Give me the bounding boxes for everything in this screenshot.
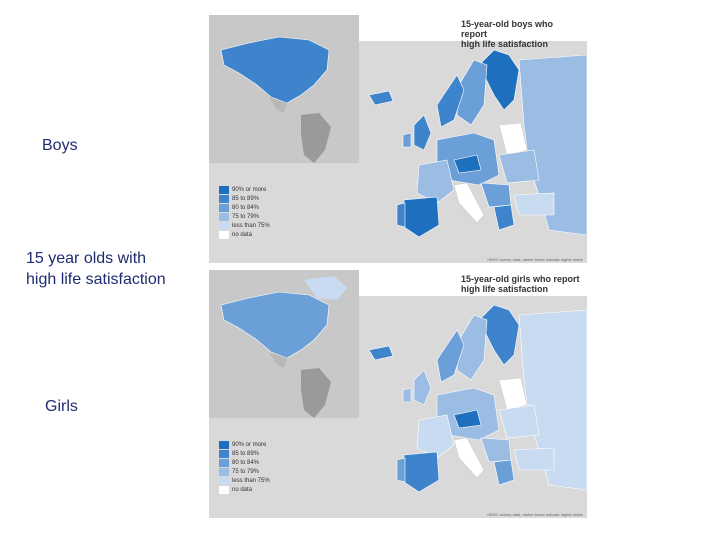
legend-row: 85 to 89% <box>219 449 270 458</box>
title-box <box>359 270 587 296</box>
norway-region <box>436 329 465 383</box>
girls-map-footnote: HBSC survey data, darker tones indicate … <box>487 512 583 517</box>
legend-row: less than 75% <box>219 221 270 230</box>
iceland-region <box>368 345 394 361</box>
boys-map-title-line1: 15-year-old boys who report <box>461 19 554 39</box>
boys-legend: 90% or more 85 to 89% 80 to 84% 75 to 79… <box>219 185 270 239</box>
boys-label: Boys <box>42 137 78 154</box>
legend-label: 85 to 89% <box>232 195 260 202</box>
mexico-region <box>269 352 287 368</box>
france-region <box>416 159 455 204</box>
spain-region <box>403 451 440 493</box>
legend-label: less than 75% <box>232 222 270 229</box>
turkey-region <box>513 192 555 216</box>
girls-label: Girls <box>45 398 78 415</box>
legend-swatch <box>219 485 229 494</box>
france-region <box>416 414 455 459</box>
boys-map-title: 15-year-old boys who report high life sa… <box>461 19 581 49</box>
portugal-region <box>396 457 406 483</box>
legend-swatch <box>219 476 229 485</box>
girls-map-title-line2: high life satisfaction <box>461 284 549 294</box>
legend-row: 75 to 79% <box>219 212 270 221</box>
slide-title-line1: 15 year olds with <box>26 250 147 267</box>
girls-map-title: 15-year-old girls who report high life s… <box>461 274 581 294</box>
legend-row: no data <box>219 230 270 239</box>
boys-map-title-line2: high life satisfaction <box>461 39 549 49</box>
legend-label: less than 75% <box>232 477 270 484</box>
legend-row: 90% or more <box>219 185 270 194</box>
legend-label: 80 to 84% <box>232 204 260 211</box>
finland-region <box>478 49 520 111</box>
greece-region <box>493 459 515 486</box>
belarus-region <box>498 122 528 156</box>
belarus-region <box>498 377 528 411</box>
legend-swatch <box>219 212 229 221</box>
north-america-region <box>220 291 330 359</box>
turkey-region <box>513 447 555 471</box>
legend-swatch <box>219 458 229 467</box>
sweden-region <box>456 59 488 126</box>
legend-swatch <box>219 203 229 212</box>
legend-swatch <box>219 440 229 449</box>
greenland-region <box>304 21 347 45</box>
legend-swatch <box>219 467 229 476</box>
balkans-region <box>480 437 512 463</box>
legend-swatch <box>219 221 229 230</box>
legend-swatch <box>219 194 229 203</box>
finland-region <box>478 304 520 366</box>
uk-region <box>413 114 432 151</box>
portugal-region <box>396 202 406 228</box>
ireland-region <box>402 387 412 403</box>
legend-label: 75 to 79% <box>232 468 260 475</box>
legend-row: no data <box>219 485 270 494</box>
italy-region <box>453 182 485 224</box>
legend-label: no data <box>232 486 253 493</box>
iceland-region <box>368 90 394 106</box>
legend-label: no data <box>232 231 253 238</box>
title-box <box>359 15 587 41</box>
uk-region <box>413 369 432 406</box>
south-america-region <box>301 368 331 418</box>
legend-row: 90% or more <box>219 440 270 449</box>
legend-row: 80 to 84% <box>219 203 270 212</box>
legend-label: 90% or more <box>232 186 267 193</box>
boys-map-graphic <box>209 15 587 238</box>
legend-label: 75 to 79% <box>232 213 260 220</box>
legend-row: less than 75% <box>219 476 270 485</box>
south-america-region <box>301 113 331 163</box>
legend-label: 90% or more <box>232 441 267 448</box>
ireland-region <box>402 132 412 148</box>
netherlands-region <box>453 154 482 174</box>
ukraine-region <box>498 149 540 184</box>
legend-label: 80 to 84% <box>232 459 260 466</box>
legend-swatch <box>219 230 229 239</box>
girls-map: 15-year-old girls who report high life s… <box>209 270 587 518</box>
girls-map-title-line1: 15-year-old girls who report <box>461 274 580 284</box>
legend-row: 85 to 89% <box>219 194 270 203</box>
spain-region <box>403 196 440 238</box>
netherlands-region <box>453 409 482 429</box>
girls-map-graphic <box>209 270 587 493</box>
italy-region <box>453 437 485 479</box>
boys-map-footnote: HBSC survey data, darker tones indicate … <box>487 257 583 262</box>
slide-title-line2: high life satisfaction <box>26 271 166 288</box>
sweden-region <box>456 314 488 381</box>
norway-region <box>436 74 465 128</box>
greenland-region <box>304 276 347 300</box>
legend-row: 80 to 84% <box>219 458 270 467</box>
mexico-region <box>269 97 287 113</box>
legend-row: 75 to 79% <box>219 467 270 476</box>
legend-swatch <box>219 185 229 194</box>
greece-region <box>493 204 515 231</box>
legend-label: 85 to 89% <box>232 450 260 457</box>
ukraine-region <box>498 404 540 439</box>
balkans-region <box>480 182 512 208</box>
legend-swatch <box>219 449 229 458</box>
boys-map: 15-year-old boys who report high life sa… <box>209 15 587 263</box>
girls-legend: 90% or more 85 to 89% 80 to 84% 75 to 79… <box>219 440 270 494</box>
north-america-region <box>220 36 330 104</box>
